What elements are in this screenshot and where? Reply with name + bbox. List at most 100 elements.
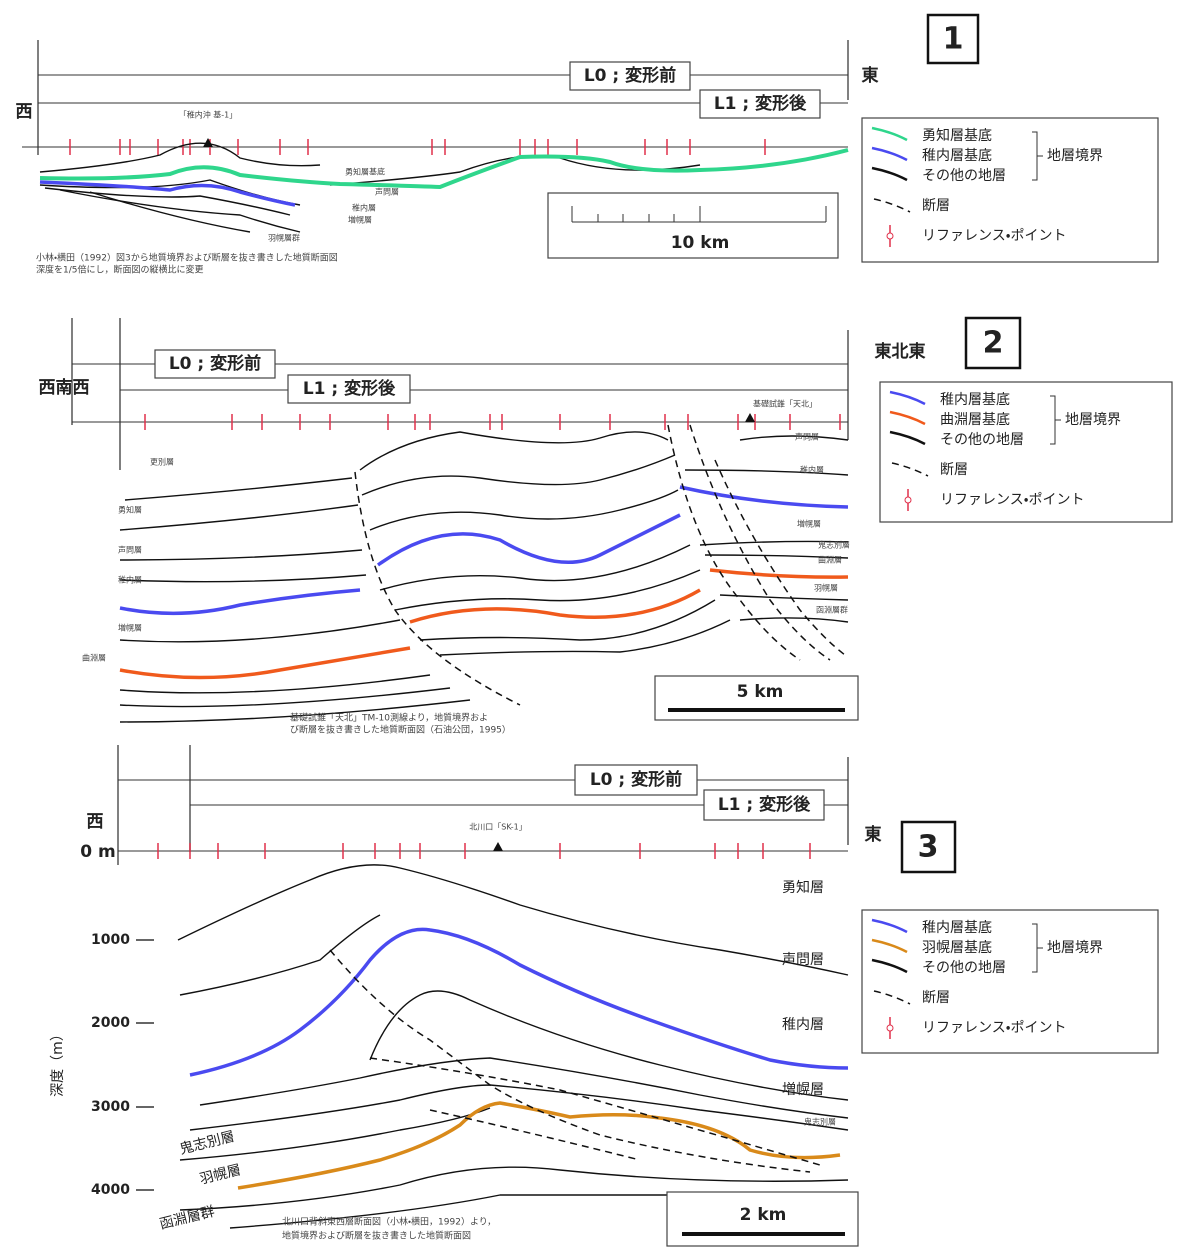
east-label: 東北東: [875, 341, 926, 362]
legend-label: その他の地層: [922, 168, 1006, 184]
layer-label: 声問層: [118, 545, 142, 555]
l0-label: L0 ; 変形前: [169, 353, 261, 374]
panel-2: 2 L0 ; 変形前 L1 ; 変形後 西南西 東北東 基礎試錐「天北」 更別層…: [39, 318, 1173, 736]
l0-label: L0 ; 変形前: [590, 769, 682, 790]
layer-label: 稚内層: [800, 465, 824, 475]
layer-label: 鬼志別層: [818, 540, 850, 550]
depth-tick-label: 2000: [91, 1015, 130, 1031]
layer-label: 声問層: [375, 187, 399, 197]
legend-label: その他の地層: [940, 432, 1024, 448]
fault: [355, 472, 520, 705]
panel-number: 3: [918, 830, 939, 865]
depth-zero: 0 m: [80, 842, 115, 862]
legend-label: リファレンス・ポイント: [922, 1020, 1066, 1036]
layer-label: 鬼志別層: [178, 1129, 236, 1158]
layer-label: 函淵層群: [158, 1204, 216, 1233]
legend-label: 断層: [922, 990, 950, 1006]
panel-number: 2: [983, 326, 1004, 361]
legend-label: 勇知層基底: [922, 127, 992, 144]
layer-label: 声問層: [782, 952, 824, 968]
legend-label: 稚内層基底: [922, 919, 992, 936]
layer-label: 声問層: [795, 432, 819, 442]
layer-line: [45, 188, 290, 215]
layer-line: [120, 490, 678, 560]
legend-label: リファレンス・ポイント: [940, 492, 1084, 508]
scale-label: 10 km: [671, 233, 730, 253]
layer-line: [125, 432, 848, 500]
layer-line: [370, 991, 848, 1100]
west-label: 西: [87, 812, 104, 832]
layer-label: 羽幌層: [814, 583, 838, 593]
legend-label: 断層: [940, 462, 968, 478]
scale-label: 2 km: [740, 1205, 787, 1225]
blue-boundary: [120, 487, 848, 613]
legend-label: 曲淵層基底: [940, 411, 1010, 428]
legend-label: 稚内層基底: [940, 391, 1010, 408]
layer-line: [120, 555, 848, 642]
l1-label: L1 ; 変形後: [303, 378, 396, 399]
body: 1 L0 ; 変形前 L1 ; 変形後 西 東 「稚内沖 基-1」 勇知層基底 …: [0, 0, 1182, 1247]
depth-tick-label: 4000: [91, 1182, 130, 1198]
layer-label: 函淵層群: [816, 605, 848, 615]
legend-label: 稚内層基底: [922, 147, 992, 164]
panel-3: 3 L0 ; 変形前 L1 ; 変形後 西 東 0 m 北川口「SK-1」 10…: [50, 745, 1158, 1246]
west-label: 西: [16, 102, 33, 122]
legend-group-label: 地層境界: [1065, 412, 1121, 428]
well-label: 北川口「SK-1」: [469, 823, 526, 832]
panel-1: 1 L0 ; 変形前 L1 ; 変形後 西 東 「稚内沖 基-1」 勇知層基底 …: [16, 15, 1159, 276]
well-marker: [745, 413, 755, 422]
layer-label: 更別層: [150, 458, 174, 467]
l0-label: L0 ; 変形前: [584, 65, 676, 86]
layer-label: 鬼志別層: [804, 1117, 836, 1127]
layer-line: [120, 455, 848, 530]
well-marker: [493, 842, 503, 851]
layer-label: 曲淵層: [82, 653, 106, 663]
layer-label: 曲淵層: [818, 555, 842, 565]
green-boundary: [40, 150, 848, 187]
scale-label: 5 km: [737, 682, 784, 702]
red-boundary: [120, 570, 848, 678]
layer-line: [40, 143, 320, 172]
l1-label: L1 ; 変形後: [714, 93, 807, 114]
layer-label: 稚内層: [352, 203, 376, 213]
l1-label: L1 ; 変形後: [718, 794, 811, 815]
legend-label: リファレンス・ポイント: [922, 228, 1066, 244]
layer-label: 羽幌層群: [268, 233, 300, 243]
blue-boundary: [190, 929, 848, 1075]
legend-group-label: 地層境界: [1047, 148, 1103, 164]
layer-line: [178, 865, 848, 975]
caption: 基礎試錐「天北」TM-10測線より，地質境界およ: [290, 712, 488, 724]
legend-group-label: 地層境界: [1047, 940, 1103, 956]
layer-label: 勇知層: [118, 505, 142, 515]
legend-label: 羽幌層基底: [922, 939, 992, 956]
layer-label: 羽幌層: [198, 1162, 243, 1188]
depth-axis-title: 深度（m）: [50, 1027, 66, 1097]
caption: 北川口背斜東西層断面図（小林・横田，1992）より，: [282, 1216, 496, 1228]
legend-swatch: [887, 1025, 893, 1031]
diagram: 1 L0 ; 変形前 L1 ; 変形後 西 東 「稚内沖 基-1」 勇知層基底 …: [0, 0, 1182, 1247]
legend-swatch: [887, 233, 893, 239]
legend-swatch: [905, 497, 911, 503]
layer-label: 増幌層: [797, 519, 821, 529]
caption: 小林・横田（1992）図3から地質境界および断層を抜き書きした地質断面図: [36, 252, 338, 264]
legend-label: 断層: [922, 198, 950, 214]
caption: び断層を抜き書きした地質断面図（石油公団，1995）: [290, 724, 511, 736]
layer-line: [90, 192, 250, 232]
depth-tick-label: 1000: [91, 932, 130, 948]
well-label: 基礎試錐「天北」: [753, 399, 817, 409]
layer-line: [120, 541, 848, 590]
caption: 深度を1/5倍にし，断面図の縦横比に変更: [36, 264, 204, 276]
legend-label: その他の地層: [922, 960, 1006, 976]
caption: 地質境界および断層を抜き書きした地質断面図: [282, 1230, 471, 1242]
layer-label: 稚内層: [118, 575, 142, 585]
fault: [330, 950, 810, 1172]
page: geological cross sections { "panel1": { …: [0, 0, 1182, 1247]
layer-label: 勇知層基底: [345, 167, 385, 177]
panel-number: 1: [943, 22, 964, 57]
east-label: 東: [862, 65, 879, 86]
layer-label: 増幌層: [782, 1082, 824, 1098]
